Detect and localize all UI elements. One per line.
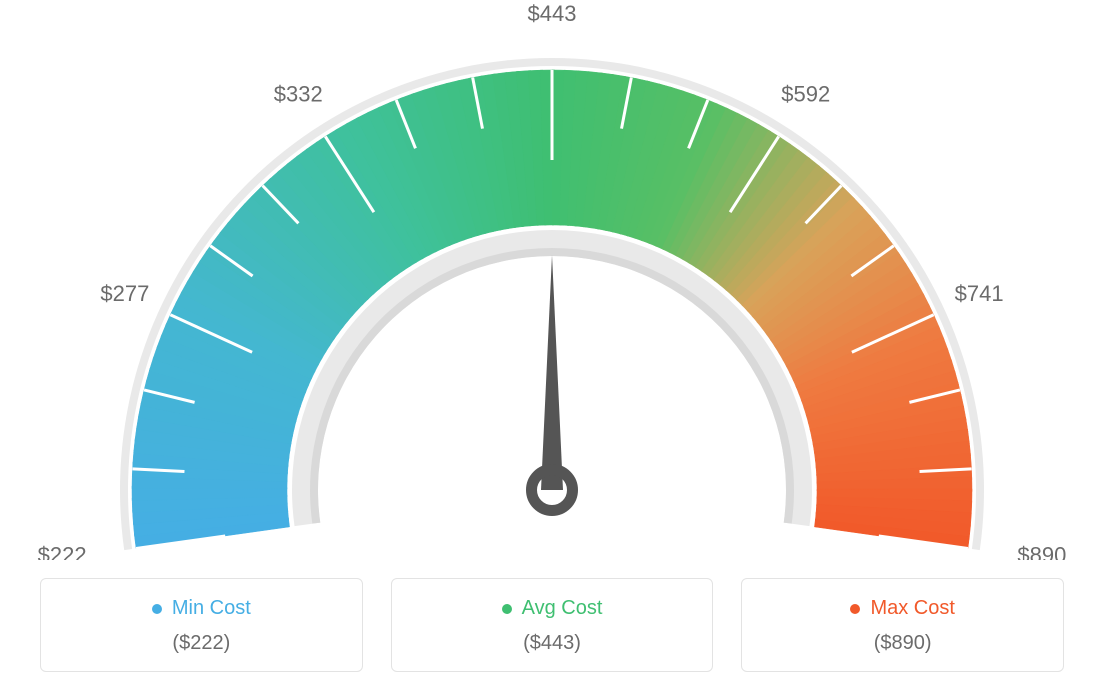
- gauge-chart: $222 $277 $332 $443 $592 $741 $890: [0, 0, 1104, 560]
- legend-card-avg: Avg Cost ($443): [391, 578, 714, 672]
- legend-card-max: Max Cost ($890): [741, 578, 1064, 672]
- legend-dot-avg: [502, 604, 512, 614]
- legend-dot-max: [850, 604, 860, 614]
- legend-title-max-text: Max Cost: [870, 597, 954, 620]
- gauge-needle: [541, 255, 563, 490]
- gauge-tick-label: $741: [955, 281, 1004, 306]
- gauge-tick-label: $332: [274, 81, 323, 106]
- legend-title-min-text: Min Cost: [172, 597, 251, 620]
- legend-title-avg: Avg Cost: [502, 597, 603, 620]
- legend-title-avg-text: Avg Cost: [522, 597, 603, 620]
- legend-value-min: ($222): [51, 632, 352, 655]
- gauge-tick-label: $890: [1017, 542, 1066, 560]
- gauge-tick-label: $592: [781, 81, 830, 106]
- cost-gauge-container: $222 $277 $332 $443 $592 $741 $890 Min Cost ($…: [0, 0, 1104, 690]
- legend-title-max: Max Cost: [850, 597, 954, 620]
- gauge-tick-label: $277: [100, 281, 149, 306]
- gauge-svg: $222 $277 $332 $443 $592 $741 $890: [0, 0, 1104, 560]
- gauge-tick-label: $222: [38, 542, 87, 560]
- legend-value-avg: ($443): [402, 632, 703, 655]
- legend-value-max: ($890): [752, 632, 1053, 655]
- legend-row: Min Cost ($222) Avg Cost ($443) Max Cost…: [40, 578, 1064, 672]
- legend-dot-min: [152, 604, 162, 614]
- legend-title-min: Min Cost: [152, 597, 251, 620]
- gauge-tick-label: $443: [528, 1, 577, 26]
- legend-card-min: Min Cost ($222): [40, 578, 363, 672]
